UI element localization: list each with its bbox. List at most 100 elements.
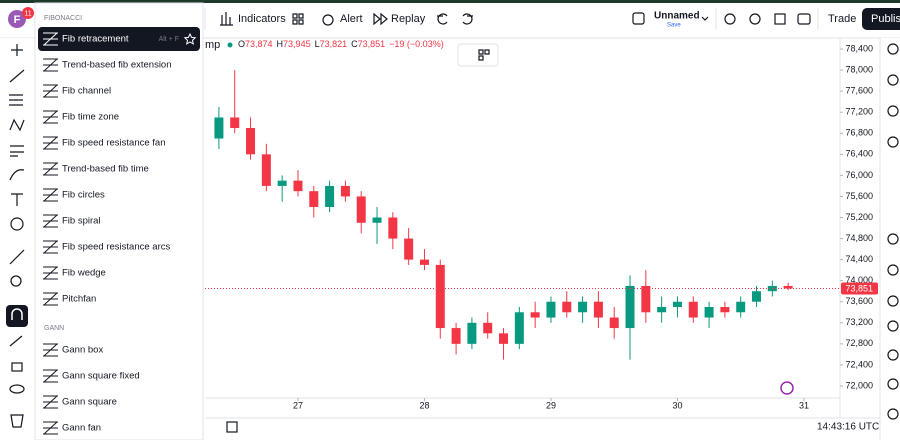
- y-tick-label: 76,400: [845, 149, 873, 159]
- candle-body: [688, 301, 698, 318]
- zoom-tool[interactable]: [10, 275, 22, 287]
- fib-tool[interactable]: [9, 94, 23, 106]
- y-tick-label: 76,800: [845, 128, 873, 138]
- data-window[interactable]: [887, 105, 899, 117]
- settings-icon[interactable]: [749, 13, 761, 25]
- layout-dropdown[interactable]: [701, 16, 709, 21]
- y-tick-label: 75,600: [845, 191, 873, 201]
- emoji-tool[interactable]: [10, 217, 24, 231]
- menu-item[interactable]: Fib channel: [62, 86, 111, 97]
- quote-value: 73,945: [283, 39, 311, 49]
- menu-item[interactable]: Fib circles: [62, 190, 105, 201]
- ideas[interactable]: [887, 233, 899, 245]
- menu-item-selected[interactable]: [38, 27, 200, 51]
- x-tick-label: 28: [419, 400, 429, 410]
- redo[interactable]: [462, 13, 473, 25]
- avatar[interactable]: [8, 10, 26, 28]
- x-tick-label: 27: [293, 400, 303, 410]
- cursor-tool[interactable]: [11, 44, 23, 56]
- menu-item[interactable]: Fib spiral: [62, 216, 101, 227]
- candle-body: [340, 185, 350, 197]
- indicators-icon: [220, 12, 233, 26]
- menu-item[interactable]: Pitchfan: [62, 294, 96, 305]
- menu-item-icon: [43, 266, 58, 280]
- chat[interactable]: [887, 320, 899, 332]
- forecast-tool[interactable]: [10, 145, 24, 157]
- snapshot-icon[interactable]: [797, 13, 811, 25]
- x-tick-label: 31: [799, 400, 809, 410]
- candle-body: [214, 117, 224, 139]
- menu-item-icon: [43, 292, 58, 306]
- line-tool[interactable]: [9, 69, 25, 83]
- search-icon[interactable]: [724, 13, 736, 25]
- ruler-tool[interactable]: [9, 249, 25, 265]
- pattern-tool[interactable]: [9, 118, 25, 132]
- menu-item-icon: [43, 343, 58, 357]
- checkbox[interactable]: [632, 12, 645, 25]
- indicators-button[interactable]: Indicators: [238, 13, 286, 25]
- magnet-selected[interactable]: [6, 305, 28, 327]
- alert-button[interactable]: Alert: [340, 13, 363, 25]
- watchlist[interactable]: [887, 43, 899, 55]
- fullscreen-icon[interactable]: [774, 13, 786, 25]
- candle-body: [609, 317, 619, 329]
- streams[interactable]: [887, 264, 899, 276]
- candle-body: [530, 312, 540, 318]
- y-tick-label: 77,600: [845, 86, 873, 96]
- menu-item[interactable]: Gann box: [62, 345, 103, 356]
- menu-item[interactable]: Fib retracement: [62, 34, 129, 45]
- brush-tool[interactable]: [9, 169, 25, 181]
- y-tick-label: 74,800: [845, 233, 873, 243]
- alerts[interactable]: [887, 74, 899, 86]
- last-price-tag: [841, 282, 878, 295]
- lock-draw-tool[interactable]: [9, 335, 23, 347]
- menu-item[interactable]: Fib time zone: [62, 112, 119, 123]
- candle-body: [293, 180, 303, 192]
- object-tree-button[interactable]: [457, 43, 499, 67]
- menu-item-icon: [43, 395, 58, 409]
- candle-body: [309, 191, 319, 207]
- quote-value: 73,851: [358, 39, 386, 49]
- candle-body: [514, 312, 524, 344]
- layout-name[interactable]: Unnamed: [654, 11, 700, 22]
- favorite-star[interactable]: [183, 32, 197, 45]
- replay-button[interactable]: Replay: [391, 13, 426, 25]
- help[interactable]: [887, 378, 899, 390]
- left-toolbar: [0, 38, 34, 440]
- menu-item[interactable]: Gann square: [62, 397, 117, 408]
- menu-item[interactable]: Trend-based fib time: [62, 164, 149, 175]
- quote: O73,874 H73,945 L73,821 C73,851 −19 (−0.03%): [238, 39, 444, 49]
- candle-body: [752, 291, 762, 302]
- gotolive[interactable]: [780, 381, 794, 395]
- chart-area: 72,000 72,400 72,800 73,200 73,600 74,000 74,4…: [205, 38, 878, 418]
- goto-date[interactable]: [226, 421, 238, 433]
- text-tool[interactable]: [11, 193, 23, 206]
- menu-item[interactable]: Gann fan: [62, 423, 101, 434]
- publish-button[interactable]: [862, 8, 900, 30]
- lock-tool[interactable]: [11, 362, 23, 372]
- quote-key: H: [277, 39, 284, 49]
- menu-item[interactable]: Trend-based fib extension: [62, 60, 172, 71]
- hotlist[interactable]: [887, 136, 899, 148]
- menu-item-icon: [43, 58, 58, 72]
- y-tick-label: 72,800: [845, 338, 873, 348]
- quote-key: O: [238, 39, 245, 49]
- notifications[interactable]: [887, 349, 899, 361]
- menu-item[interactable]: Fib wedge: [62, 268, 106, 279]
- hide-tool[interactable]: [9, 384, 25, 394]
- menu-item[interactable]: Fib speed resistance fan: [62, 138, 166, 149]
- news[interactable]: [887, 295, 899, 307]
- menu-item[interactable]: Gann square fixed: [62, 371, 140, 382]
- menu-item[interactable]: Fib speed resistance arcs: [62, 242, 170, 253]
- more[interactable]: [887, 408, 899, 420]
- candle-body: [625, 285, 635, 329]
- y-tick-label: 78,000: [845, 64, 873, 74]
- layouts-icon[interactable]: [292, 13, 304, 25]
- delete-tool[interactable]: [10, 414, 24, 428]
- candle-body: [483, 322, 493, 334]
- undo[interactable]: [437, 13, 448, 25]
- candle-body: [578, 301, 588, 313]
- menu-item-icon: [43, 369, 58, 383]
- trade-button[interactable]: Trade: [828, 13, 856, 25]
